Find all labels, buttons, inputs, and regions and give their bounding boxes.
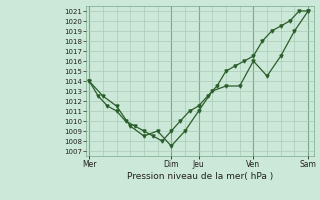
- X-axis label: Pression niveau de la mer( hPa ): Pression niveau de la mer( hPa ): [127, 172, 273, 181]
